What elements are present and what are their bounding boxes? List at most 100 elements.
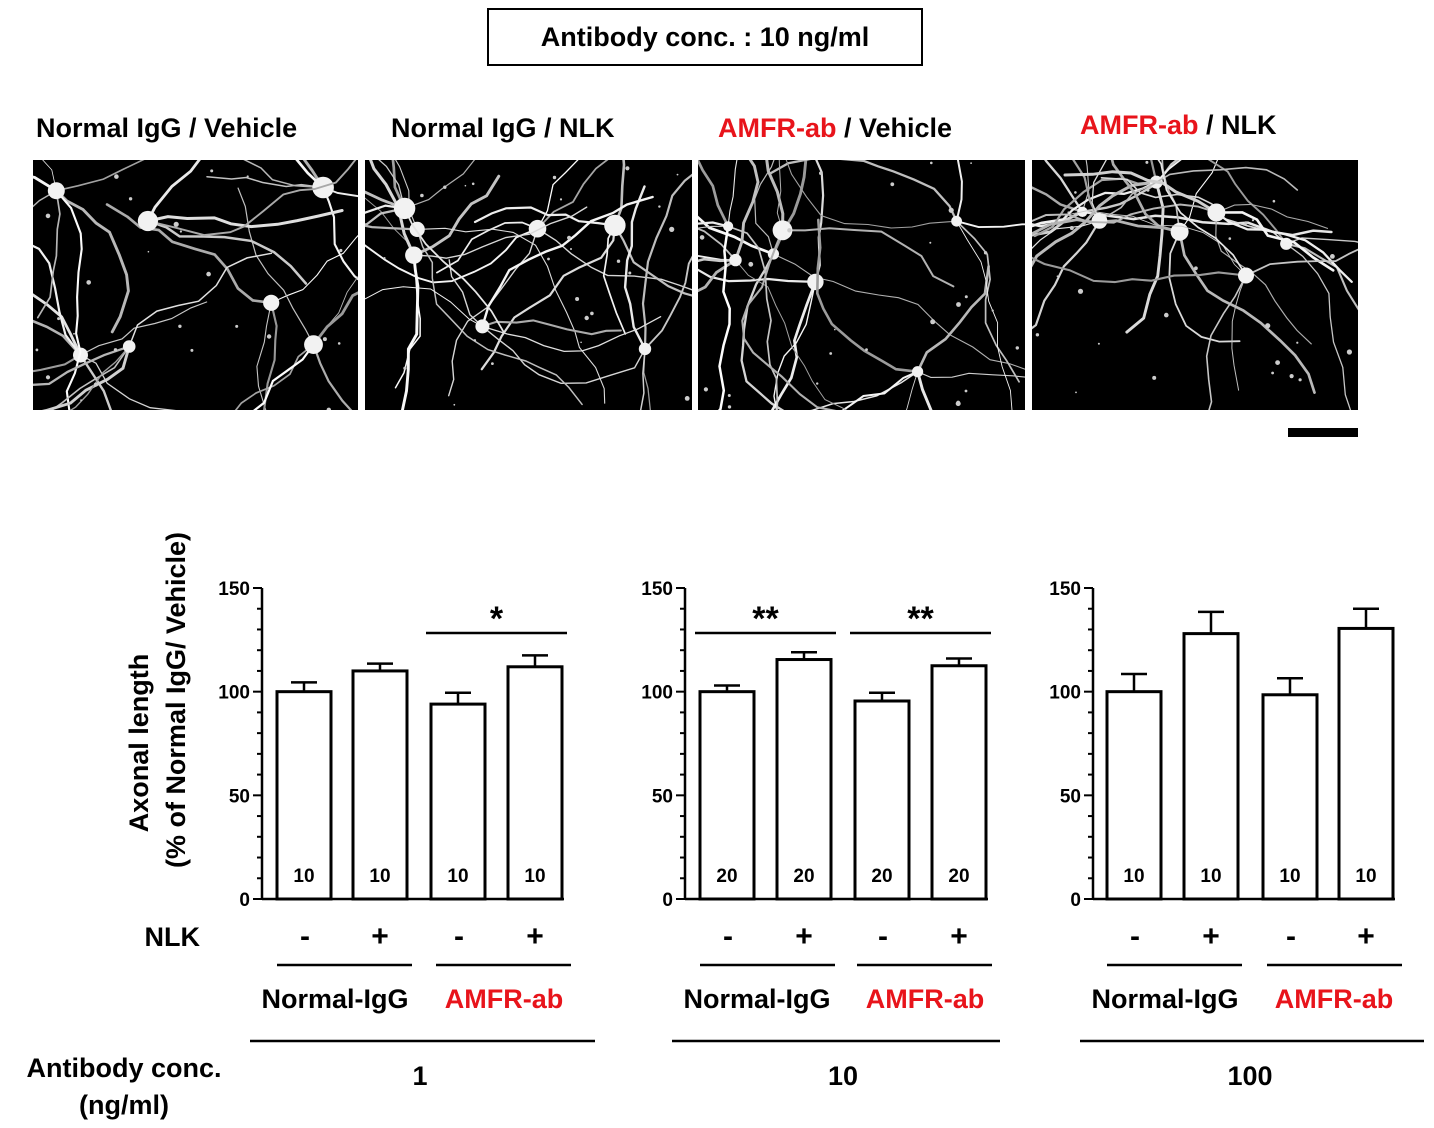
debris-dot (383, 257, 386, 260)
nlk-sign: + (526, 920, 544, 953)
y-tick-label: 50 (1060, 786, 1081, 807)
panel-label-amfr-ab-nlk: AMFR-ab / NLK (1080, 110, 1276, 141)
sample-size-label: 20 (716, 866, 737, 887)
neurite (55, 189, 83, 410)
debris-dot (45, 375, 51, 380)
neurite (770, 280, 817, 410)
normal-igg-label: Normal-IgG (683, 984, 830, 1014)
neuron-soma (807, 273, 824, 291)
neurite (698, 221, 730, 228)
neurite (1215, 203, 1329, 229)
neurite (905, 371, 919, 410)
neurite (1125, 180, 1165, 334)
neurite (33, 244, 82, 357)
debris-dot (266, 334, 272, 339)
panel-label-part: / NLK (1198, 110, 1277, 140)
neuron-soma (912, 366, 924, 378)
sample-size-label: 10 (1123, 866, 1144, 887)
bar (775, 658, 833, 901)
nlk-sign: + (371, 920, 389, 953)
neurite (754, 160, 775, 255)
neurite (33, 293, 82, 357)
neurite (378, 160, 406, 210)
debris-dot (128, 197, 133, 201)
debris-dot (1251, 219, 1255, 222)
neurite (1178, 230, 1316, 394)
y-axis-label: Axonal length (124, 654, 154, 833)
debris-dot (559, 198, 563, 201)
panel-label-part: Normal IgG (391, 113, 537, 143)
debris-dot (956, 302, 961, 307)
neurite (365, 207, 406, 226)
antibody-concentration-box: Antibody conc. : 10 ng/ml (487, 8, 923, 66)
concentration-value: 100 (1227, 1061, 1272, 1091)
debris-dot (929, 241, 932, 244)
neurite (481, 195, 654, 328)
debris-dot (35, 348, 39, 352)
neurite (400, 253, 420, 410)
bar (930, 664, 988, 901)
debris-dot (829, 352, 833, 355)
debris-dot (991, 309, 994, 312)
debris-dot (819, 171, 823, 175)
debris-dot (1069, 226, 1074, 230)
neuron-soma (1207, 203, 1226, 222)
debris-dot (1075, 391, 1077, 394)
neurite (1245, 248, 1358, 277)
neurite (765, 160, 785, 232)
sample-size-label: 10 (369, 866, 390, 887)
panel-label-part: / NLK (536, 113, 615, 143)
neuron-soma (772, 220, 793, 241)
neurite (1081, 210, 1333, 237)
debris-dot (787, 228, 792, 233)
neurite (146, 160, 357, 237)
neurite (769, 160, 958, 223)
sample-size-label: 20 (948, 866, 969, 887)
neurite (448, 228, 539, 397)
significance-marker: ** (907, 600, 934, 638)
debris-dot (580, 341, 582, 344)
neurite (1098, 166, 1299, 222)
neurite (403, 207, 505, 333)
bar (506, 665, 564, 901)
neurite (917, 371, 1025, 378)
neurite (79, 354, 177, 410)
neurite (41, 345, 131, 410)
neurite (146, 209, 344, 229)
neurite (698, 268, 817, 283)
neuron-soma (604, 214, 626, 237)
neurite (436, 221, 539, 274)
neurite (1285, 237, 1358, 245)
bar (853, 699, 911, 901)
neurite (602, 224, 627, 335)
neurite (33, 319, 82, 357)
debris-dot (86, 280, 91, 285)
neurite (741, 229, 837, 410)
neurite (1215, 211, 1312, 345)
debris-dot (669, 226, 675, 232)
neuron-soma (723, 221, 734, 232)
y-tick-label: 150 (218, 579, 250, 600)
debris-dot (473, 339, 477, 342)
debris-dot (491, 362, 494, 365)
neurite (734, 160, 760, 262)
debris-dot (443, 185, 447, 189)
debris-dot (1272, 199, 1276, 203)
debris-dot (45, 213, 51, 219)
debris-dot (1067, 211, 1070, 214)
antibody-conc-unit-label: (ng/ml) (79, 1090, 169, 1120)
debris-dot (190, 348, 194, 352)
debris-dot (834, 328, 836, 331)
nlk-sign: + (1202, 920, 1220, 953)
neurite (105, 203, 273, 305)
debris-dot (1035, 333, 1040, 337)
neurite (717, 225, 731, 410)
neurite (623, 185, 647, 351)
concentration-value: 1 (412, 1061, 427, 1091)
y-tick-label: 50 (652, 786, 673, 807)
neuron-soma (47, 182, 65, 200)
neurite (1032, 210, 1084, 237)
debris-dot (453, 403, 456, 406)
sample-size-label: 10 (293, 866, 314, 887)
neurite (54, 189, 130, 334)
